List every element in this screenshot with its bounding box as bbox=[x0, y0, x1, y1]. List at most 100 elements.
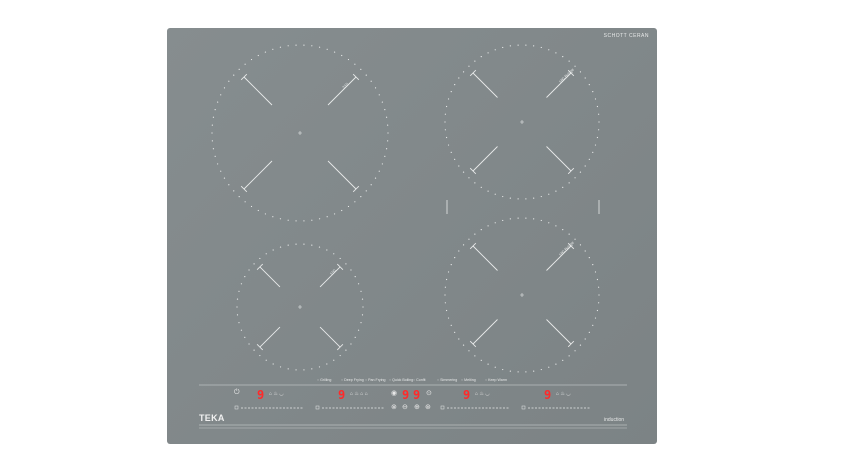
function-simmering[interactable]: ◌ Simmering bbox=[437, 378, 458, 382]
function-pan-frying[interactable]: ◌ Pan Frying bbox=[365, 378, 386, 382]
zone-dot bbox=[444, 294, 446, 296]
zone-guide-line bbox=[319, 266, 341, 288]
zone-dot bbox=[509, 370, 511, 372]
zone-dot bbox=[454, 84, 456, 86]
zone-dot bbox=[468, 65, 470, 67]
zone-dot bbox=[295, 369, 297, 371]
zone-dot bbox=[333, 359, 335, 361]
zone-dot bbox=[250, 58, 253, 61]
zone-dot bbox=[584, 250, 586, 252]
zone-dot bbox=[462, 344, 465, 346]
zone-dot bbox=[568, 60, 570, 62]
zone-dot bbox=[370, 80, 372, 82]
zone-dot bbox=[361, 298, 364, 300]
zone-dot bbox=[474, 182, 476, 184]
zone-dot bbox=[214, 108, 216, 111]
zone-dot bbox=[264, 51, 267, 53]
function-confit[interactable]: ◌ Confit bbox=[413, 378, 426, 382]
slider-icon bbox=[440, 405, 445, 410]
zone-dot bbox=[381, 101, 383, 103]
zone-dot bbox=[462, 71, 465, 73]
zone-dot bbox=[454, 331, 456, 333]
zone-dot bbox=[238, 290, 240, 292]
function-keep-warm[interactable]: ◌ Keep Warm bbox=[485, 378, 507, 382]
zone-dot bbox=[598, 113, 600, 115]
zone-dot bbox=[555, 190, 557, 192]
zone-guide-line bbox=[546, 72, 572, 98]
zone-dot bbox=[598, 302, 600, 304]
zone-dot bbox=[579, 71, 582, 73]
zone-guide-line bbox=[546, 245, 572, 271]
zone-dot bbox=[517, 198, 519, 200]
zone-dot bbox=[228, 184, 230, 186]
zone-dot bbox=[264, 213, 267, 215]
pause-icon[interactable]: ⊙ bbox=[426, 390, 432, 397]
zone-dot bbox=[250, 205, 253, 208]
function-quick-boiling[interactable]: ◌ Quick Boiling bbox=[389, 378, 414, 382]
zone-dot bbox=[272, 249, 274, 251]
zone-dot bbox=[318, 246, 321, 248]
zone-dot bbox=[244, 63, 246, 65]
slider-icon bbox=[234, 405, 239, 410]
zone3-icons: ⌂ ♨ ◡ bbox=[475, 391, 490, 397]
zone-dot bbox=[385, 148, 388, 150]
zone-dot bbox=[555, 225, 557, 227]
lock-icon[interactable]: ◉ bbox=[391, 390, 398, 397]
zone-guide-tick bbox=[240, 73, 248, 81]
zone-dot bbox=[233, 190, 235, 192]
zone-dot bbox=[594, 144, 597, 146]
zone-dot bbox=[257, 209, 259, 212]
zone-dot bbox=[598, 294, 600, 296]
zone-dot bbox=[540, 368, 542, 371]
zone-guide-tick bbox=[352, 185, 360, 193]
zone-dot bbox=[272, 363, 274, 365]
power-icon[interactable]: ⏻ bbox=[234, 389, 240, 396]
zone-dot bbox=[354, 336, 356, 338]
minus-icon[interactable]: ⊖ bbox=[402, 404, 408, 411]
zone-dot bbox=[454, 257, 456, 259]
zone-dot bbox=[517, 371, 519, 373]
zone-dot bbox=[248, 269, 250, 271]
function-deep-frying[interactable]: ◌ Deep Frying bbox=[341, 378, 364, 382]
zone-dot bbox=[468, 238, 470, 240]
timer-icon[interactable]: ⊗ bbox=[391, 404, 397, 411]
zone-dot bbox=[228, 80, 230, 82]
zone2-icons: ⌂ ♨ ⌂ ⌂ bbox=[350, 391, 368, 397]
zone-dot bbox=[220, 94, 222, 96]
zone-dot bbox=[474, 355, 476, 357]
zone-guide-line bbox=[259, 326, 281, 348]
zone-dot bbox=[458, 338, 460, 340]
zone-dot bbox=[326, 216, 328, 218]
zone-dot bbox=[598, 286, 600, 288]
zone-dot bbox=[384, 155, 386, 158]
function-grilling[interactable]: ◌ Grilling bbox=[317, 378, 332, 382]
zone-dot bbox=[223, 87, 226, 89]
zone-dot bbox=[360, 68, 362, 70]
zone-dot bbox=[378, 94, 380, 96]
zone-dot bbox=[214, 155, 216, 158]
zone-dot bbox=[318, 366, 321, 368]
zone-dot bbox=[445, 278, 448, 281]
zone-dot bbox=[525, 371, 527, 373]
zone-dot bbox=[555, 52, 557, 54]
zone-dot bbox=[584, 338, 586, 340]
zone-dot bbox=[236, 306, 238, 308]
zone-dot bbox=[211, 132, 213, 134]
zone-dot bbox=[450, 264, 452, 266]
zone-dot bbox=[272, 216, 274, 218]
zone-dot bbox=[517, 217, 519, 219]
zone-dot bbox=[387, 124, 389, 126]
zone-dot bbox=[444, 113, 446, 115]
plus-icon[interactable]: ⊕ bbox=[414, 404, 420, 411]
zone-guide-tick bbox=[469, 340, 477, 348]
zone-dot bbox=[592, 91, 594, 93]
zone-dot bbox=[326, 363, 328, 365]
zone-guide-tick bbox=[336, 263, 344, 271]
zone-dot bbox=[502, 195, 504, 198]
zone-dot bbox=[533, 370, 535, 372]
zone-dot bbox=[594, 317, 597, 319]
function-melting[interactable]: ◌ Melting bbox=[461, 378, 476, 382]
bridge-icon[interactable]: ⊛ bbox=[425, 404, 431, 411]
zone-dot bbox=[502, 368, 504, 371]
